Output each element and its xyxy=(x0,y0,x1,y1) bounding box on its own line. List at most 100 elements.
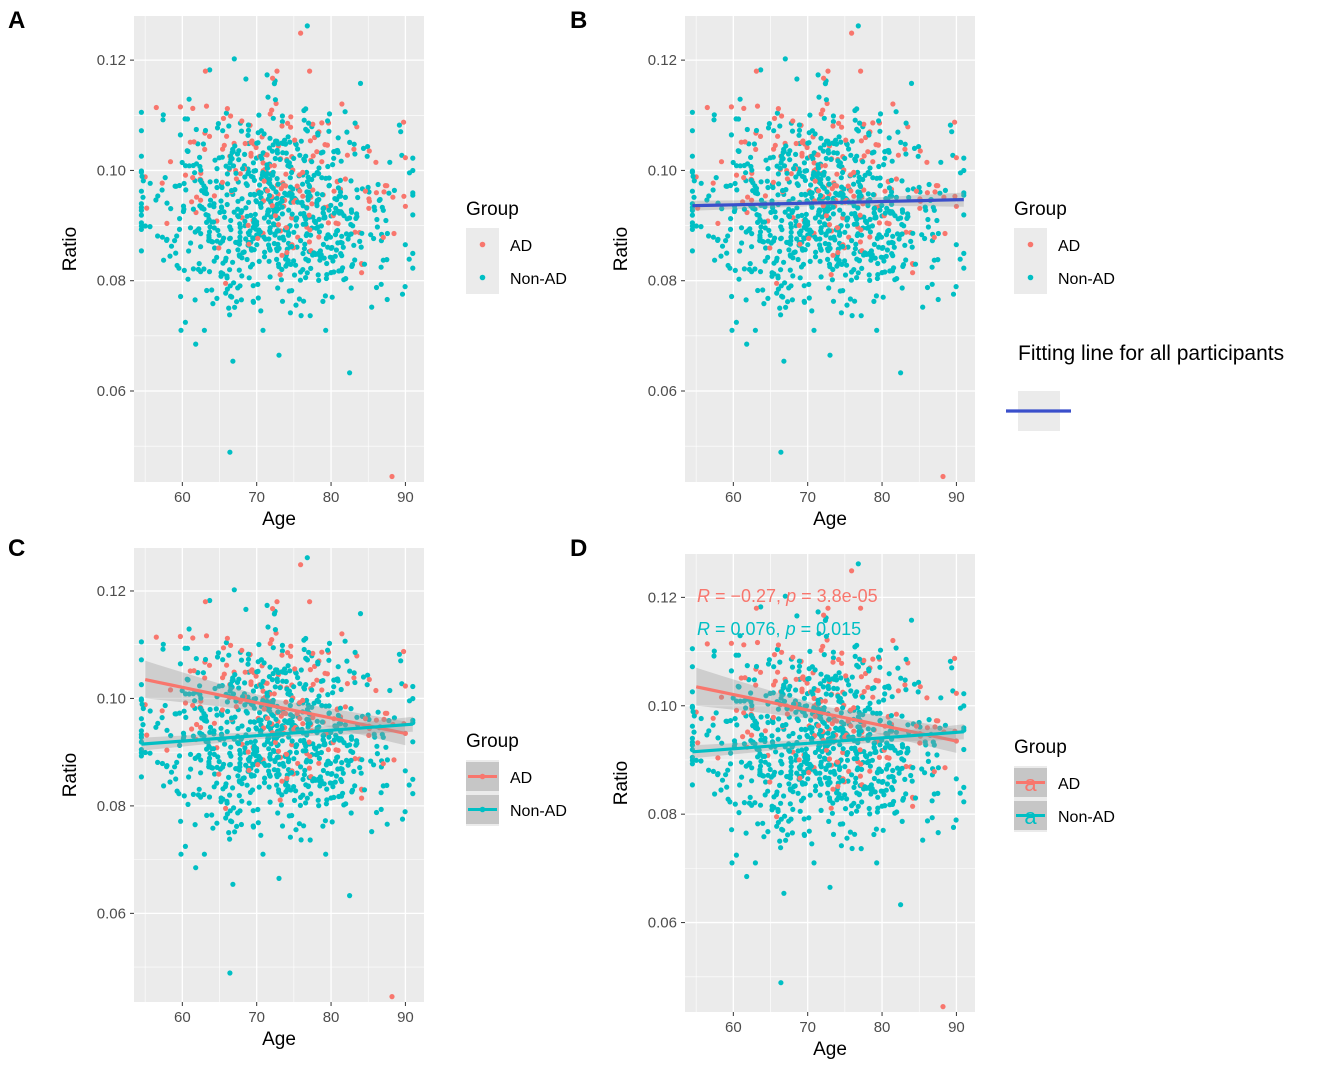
point-ad xyxy=(935,718,941,724)
point-non-ad xyxy=(279,211,285,217)
point-non-ad xyxy=(848,688,854,694)
point-non-ad xyxy=(140,194,146,200)
point-ad xyxy=(952,119,958,125)
point-non-ad xyxy=(247,719,253,725)
point-ad xyxy=(790,118,796,124)
point-non-ad xyxy=(352,120,358,126)
point-non-ad xyxy=(338,686,344,693)
point-non-ad xyxy=(348,810,354,816)
point-non-ad xyxy=(147,180,153,186)
point-non-ad xyxy=(844,677,850,683)
point-non-ad xyxy=(765,295,771,301)
point-non-ad xyxy=(935,296,941,303)
point-non-ad xyxy=(882,745,888,751)
point-non-ad xyxy=(323,275,329,282)
fit-all-line xyxy=(692,198,964,208)
point-non-ad xyxy=(295,675,301,681)
point-ad xyxy=(917,740,923,746)
point-non-ad xyxy=(334,197,340,203)
point-non-ad xyxy=(903,151,909,157)
point-ad xyxy=(902,146,908,152)
point-non-ad xyxy=(867,751,873,757)
point-ad xyxy=(846,768,852,775)
point-ad xyxy=(865,149,871,155)
point-ad xyxy=(279,652,285,658)
point-non-ad xyxy=(757,269,764,275)
point-non-ad xyxy=(765,125,772,131)
point-non-ad xyxy=(186,96,192,102)
point-non-ad xyxy=(207,724,214,731)
point-ad xyxy=(307,227,313,233)
point-non-ad xyxy=(325,647,331,653)
point-non-ad xyxy=(903,120,909,126)
point-non-ad xyxy=(204,219,210,225)
point-non-ad xyxy=(752,860,759,866)
point-non-ad xyxy=(781,163,788,169)
point-non-ad xyxy=(345,762,351,768)
point-ad xyxy=(770,714,777,721)
point-non-ad xyxy=(889,773,895,780)
point-non-ad xyxy=(817,727,824,734)
point-non-ad xyxy=(254,726,260,732)
point-non-ad xyxy=(871,740,877,746)
point-non-ad xyxy=(168,769,175,775)
point-ad xyxy=(177,104,183,110)
point-non-ad xyxy=(794,236,800,242)
point-non-ad xyxy=(268,172,274,178)
point-ad xyxy=(924,190,931,196)
point-ad xyxy=(381,716,387,723)
point-non-ad xyxy=(916,184,922,190)
point-non-ad xyxy=(351,242,357,248)
point-non-ad xyxy=(767,766,773,773)
point-non-ad xyxy=(898,749,904,756)
point-ad xyxy=(220,645,227,651)
point-non-ad xyxy=(778,267,784,273)
point-ad xyxy=(796,757,802,763)
point-non-ad xyxy=(770,205,776,211)
point-non-ad xyxy=(298,238,304,244)
point-non-ad xyxy=(256,784,262,790)
point-ad xyxy=(333,220,339,226)
point-non-ad xyxy=(254,219,260,225)
point-non-ad xyxy=(812,749,819,756)
point-non-ad xyxy=(689,646,696,652)
point-non-ad xyxy=(825,780,831,786)
point-non-ad xyxy=(752,327,759,333)
point-non-ad xyxy=(893,729,900,735)
point-non-ad xyxy=(743,170,749,176)
point-non-ad xyxy=(836,134,842,140)
point-ad xyxy=(271,163,277,169)
point-non-ad xyxy=(336,793,342,800)
point-ad xyxy=(339,101,345,107)
point-non-ad xyxy=(774,789,780,795)
point-ad xyxy=(164,220,170,226)
point-non-ad xyxy=(365,184,371,190)
point-non-ad xyxy=(333,247,339,253)
point-non-ad xyxy=(818,180,824,187)
point-non-ad xyxy=(254,140,260,146)
point-non-ad xyxy=(316,693,322,699)
point-non-ad xyxy=(378,281,384,287)
point-non-ad xyxy=(884,247,891,253)
point-non-ad xyxy=(782,56,788,62)
point-non-ad xyxy=(262,172,268,178)
point-non-ad xyxy=(753,185,760,191)
point-non-ad xyxy=(811,327,817,333)
point-non-ad xyxy=(182,163,189,169)
point-ad xyxy=(203,633,210,639)
point-non-ad xyxy=(236,267,242,273)
point-non-ad xyxy=(316,699,322,705)
point-ad xyxy=(402,155,408,161)
point-ad xyxy=(873,142,879,148)
point-non-ad xyxy=(893,645,899,651)
point-non-ad xyxy=(316,229,322,235)
point-non-ad xyxy=(855,561,861,567)
point-ad xyxy=(767,245,773,251)
point-non-ad xyxy=(774,255,780,261)
point-non-ad xyxy=(239,723,245,729)
point-non-ad xyxy=(689,742,696,748)
point-non-ad xyxy=(267,708,273,714)
point-non-ad xyxy=(797,231,803,238)
point-non-ad xyxy=(153,197,159,203)
point-non-ad xyxy=(252,738,258,744)
